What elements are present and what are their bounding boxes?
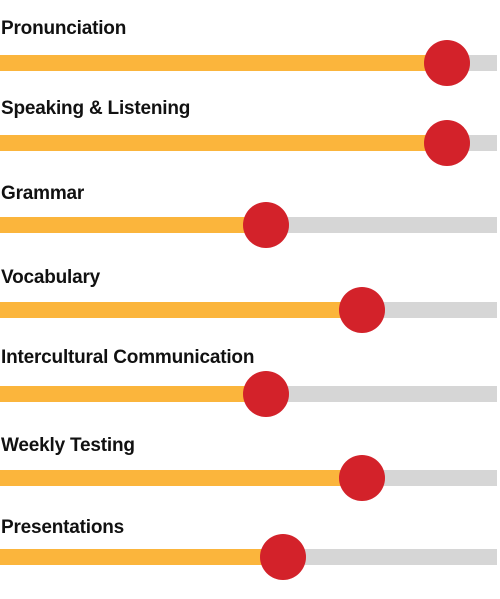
skill-weekly-testing: Weekly Testing <box>0 435 497 505</box>
skill-label: Vocabulary <box>1 267 101 288</box>
skill-label: Speaking & Listening <box>1 98 191 119</box>
skill-presentations: Presentations <box>0 517 497 587</box>
slider-track[interactable] <box>0 120 497 166</box>
slider-handle[interactable] <box>338 287 385 333</box>
slider-handle[interactable] <box>424 120 471 166</box>
slider-fill <box>0 470 362 486</box>
slider-fill <box>0 55 448 71</box>
slider-fill <box>0 386 266 402</box>
slider-fill <box>0 302 362 318</box>
slider-handle[interactable] <box>260 534 307 580</box>
skill-grammar: Grammar <box>0 183 497 253</box>
slider-fill <box>0 549 284 565</box>
slider-track[interactable] <box>0 40 497 86</box>
slider-track[interactable] <box>0 371 497 417</box>
slider-handle[interactable] <box>338 455 385 501</box>
slider-fill <box>0 217 266 233</box>
skill-intercultural-communication: Intercultural Communication <box>0 347 497 417</box>
slider-fill <box>0 135 448 151</box>
skill-label: Intercultural Communication <box>1 347 255 368</box>
slider-handle[interactable] <box>424 40 471 86</box>
slider-track[interactable] <box>0 455 497 501</box>
skill-label: Presentations <box>1 517 125 538</box>
skill-label: Pronunciation <box>1 18 127 39</box>
skill-label: Grammar <box>1 183 85 204</box>
slider-track[interactable] <box>0 202 497 248</box>
slider-handle[interactable] <box>242 202 289 248</box>
skill-label: Weekly Testing <box>1 435 135 456</box>
slider-track[interactable] <box>0 287 497 333</box>
slider-track[interactable] <box>0 534 497 580</box>
skill-pronunciation: Pronunciation <box>0 18 497 88</box>
slider-handle[interactable] <box>242 371 289 417</box>
skill-speaking-listening: Speaking & Listening <box>0 98 497 168</box>
skill-vocabulary: Vocabulary <box>0 267 497 337</box>
